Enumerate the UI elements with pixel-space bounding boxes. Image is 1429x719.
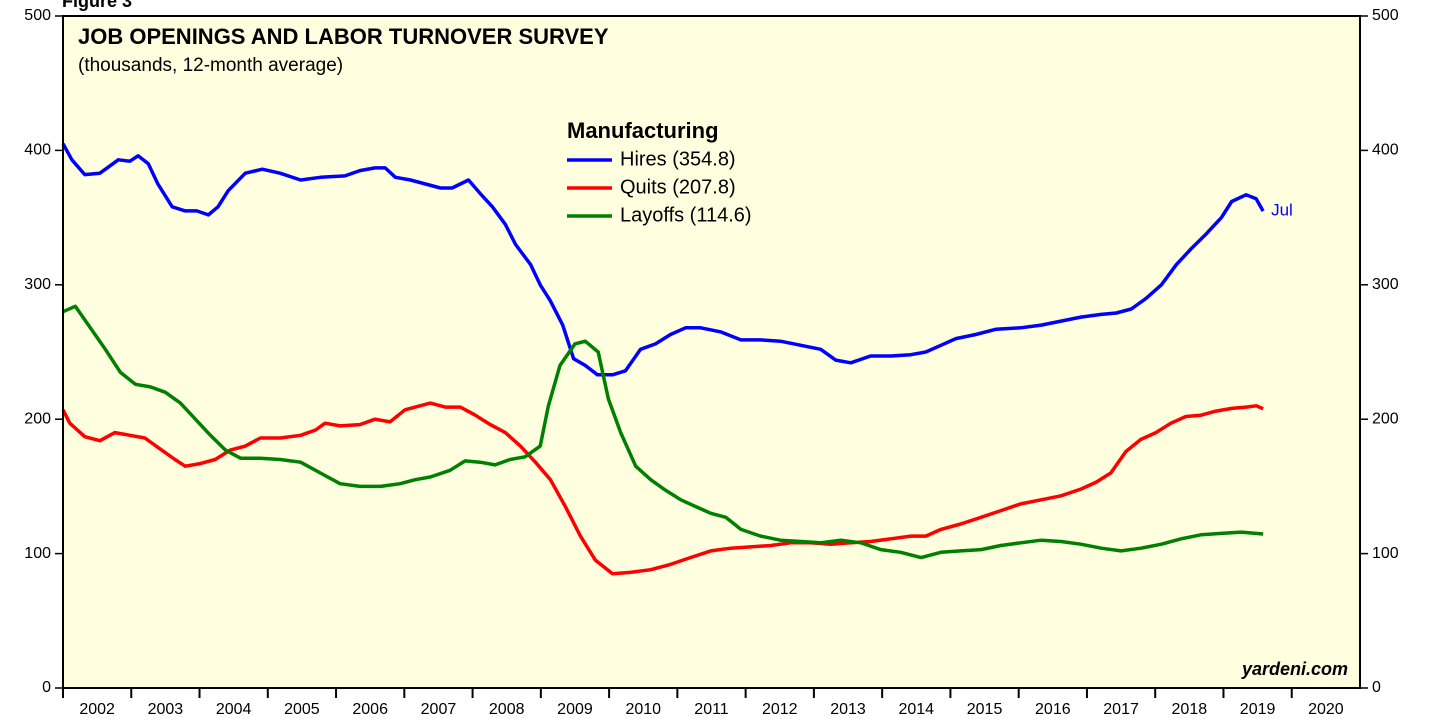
series-lines: Jul: [61, 142, 1293, 576]
axes: 0 100 200 300 400 500 0 100 200 300 400 500 2002 2003…: [24, 7, 1399, 718]
series-line: [61, 401, 1264, 576]
legend-label: Layoffs (114.6): [620, 204, 752, 226]
y2-tick-label: 500: [1372, 7, 1399, 24]
y-tick-label: 300: [24, 276, 51, 293]
chart-subtitle: (thousands, 12-month average): [78, 55, 343, 76]
x-tick-label: 2007: [421, 701, 457, 718]
chart-title: JOB OPENINGS AND LABOR TURNOVER SURVEY: [78, 24, 609, 49]
x-tick-label: 2006: [352, 701, 388, 718]
legend: Hires (354.8) Quits (207.8) Layoffs (114.6…: [567, 148, 752, 226]
y-tick-label: 500: [24, 7, 51, 24]
y2-tick-label: 0: [1372, 679, 1381, 696]
y2-tick-label: 300: [1372, 276, 1399, 293]
series-line: [61, 142, 1265, 377]
series-line: [62, 304, 1264, 560]
y2-tick-label: 100: [1372, 545, 1399, 562]
y2-tick-label: 400: [1372, 142, 1399, 159]
legend-title: Manufacturing: [567, 118, 719, 143]
x-tick-label: 2017: [1103, 701, 1139, 718]
x-tick-label: 2009: [557, 701, 593, 718]
x-tick-label: 2012: [762, 701, 798, 718]
y-tick-label: 200: [24, 410, 51, 427]
x-tick-label: 2016: [1035, 701, 1071, 718]
y-tick-label: 100: [24, 545, 51, 562]
x-tick-label: 2002: [79, 701, 115, 718]
x-tick-label: 2014: [898, 701, 934, 718]
legend-label: Hires (354.8): [620, 148, 736, 170]
figure-label: Figure 3: [62, 0, 132, 11]
y-tick-label: 0: [42, 679, 51, 696]
x-tick-label: 2018: [1172, 701, 1208, 718]
x-tick-label: 2013: [830, 701, 866, 718]
y-tick-label: 400: [24, 142, 51, 159]
y2-tick-label: 200: [1372, 410, 1399, 427]
x-tick-label: 2020: [1308, 701, 1344, 718]
x-tick-label: 2011: [694, 701, 729, 718]
x-tick-label: 2003: [148, 701, 184, 718]
x-tick-label: 2004: [216, 701, 252, 718]
end-label: Jul: [1271, 201, 1293, 220]
plot-frame: [62, 15, 1361, 689]
source-note: yardeni.com: [1241, 659, 1348, 679]
x-tick-label: 2010: [625, 701, 661, 718]
x-tick-label: 2015: [967, 701, 1003, 718]
x-tick-label: 2005: [284, 701, 320, 718]
plot-background: [63, 16, 1360, 688]
x-tick-label: 2008: [489, 701, 525, 718]
legend-label: Quits (207.8): [620, 176, 736, 198]
x-tick-label: 2019: [1240, 701, 1276, 718]
